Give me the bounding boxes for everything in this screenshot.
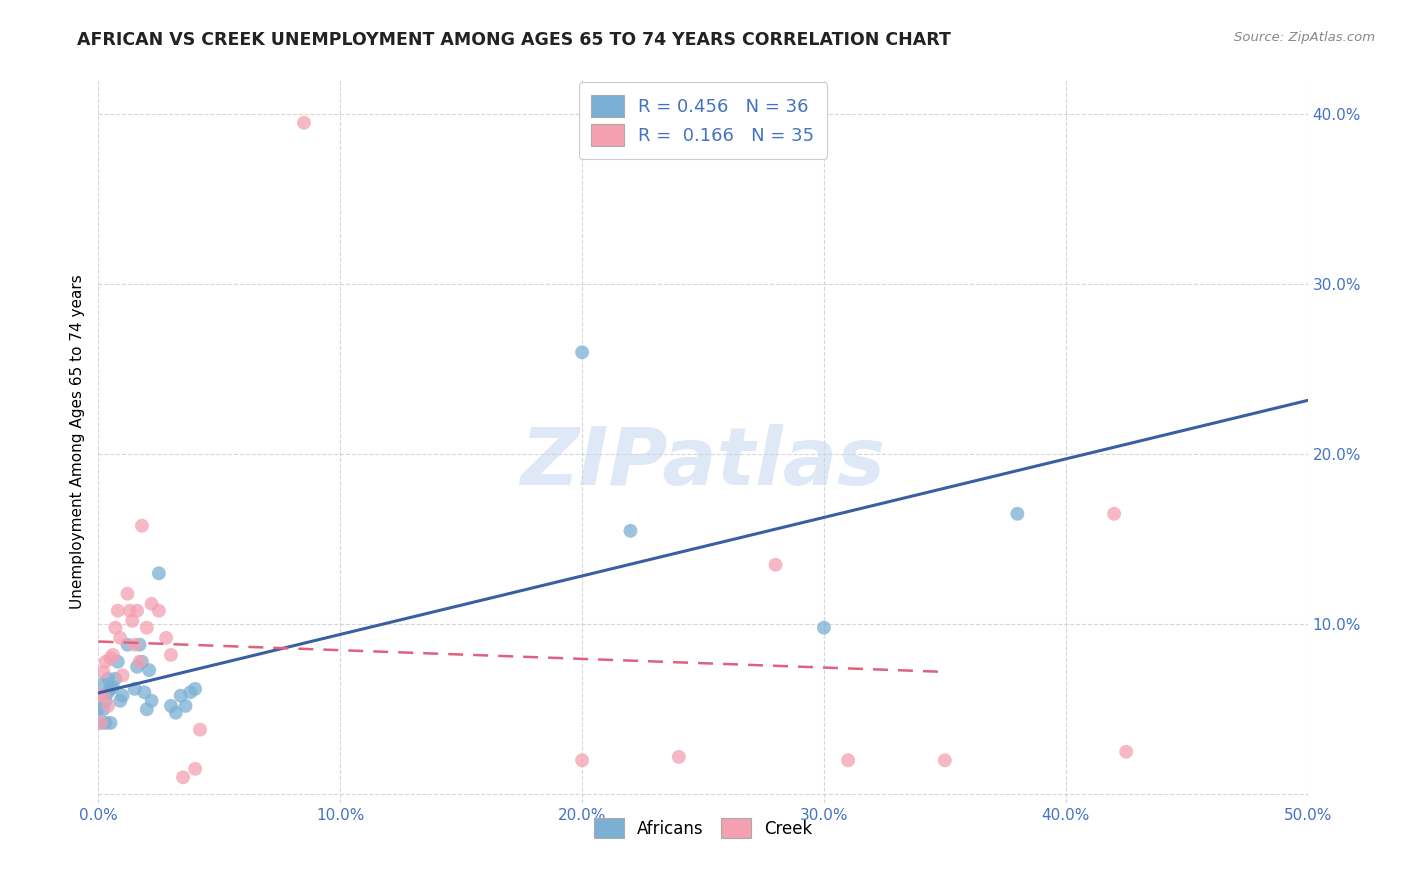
Point: [90, 715, 112, 730]
Point: [184, 762, 207, 776]
Point: [1102, 507, 1125, 521]
Point: [104, 621, 127, 635]
Point: [91, 665, 114, 679]
Point: [128, 655, 150, 669]
Point: [104, 672, 127, 686]
Point: [118, 604, 141, 618]
Point: [141, 597, 163, 611]
Point: [124, 638, 146, 652]
Point: [571, 345, 593, 359]
Text: AFRICAN VS CREEK UNEMPLOYMENT AMONG AGES 65 TO 74 YEARS CORRELATION CHART: AFRICAN VS CREEK UNEMPLOYMENT AMONG AGES…: [77, 31, 952, 49]
Point: [90, 689, 112, 703]
Text: Source: ZipAtlas.com: Source: ZipAtlas.com: [1234, 31, 1375, 45]
Point: [165, 706, 187, 720]
Point: [619, 524, 641, 538]
Point: [1115, 745, 1137, 759]
Point: [135, 621, 157, 635]
Y-axis label: Unemployment Among Ages 65 to 74 years: Unemployment Among Ages 65 to 74 years: [69, 274, 84, 609]
Point: [179, 685, 201, 699]
Point: [155, 631, 177, 645]
Point: [138, 663, 160, 677]
Point: [117, 587, 139, 601]
Point: [97, 698, 120, 713]
Point: [141, 694, 163, 708]
Point: [121, 614, 143, 628]
Point: [107, 604, 129, 618]
Point: [837, 753, 859, 767]
Point: [100, 681, 122, 696]
Legend: Africans, Creek: Africans, Creek: [588, 812, 818, 845]
Point: [100, 651, 122, 665]
Point: [571, 753, 593, 767]
Point: [94, 694, 117, 708]
Point: [134, 685, 156, 699]
Point: [148, 566, 170, 581]
Point: [90, 715, 112, 730]
Point: [124, 681, 146, 696]
Point: [87, 702, 110, 716]
Point: [97, 672, 120, 686]
Point: [160, 698, 183, 713]
Point: [813, 621, 835, 635]
Point: [94, 715, 117, 730]
Point: [668, 750, 690, 764]
Point: [107, 655, 129, 669]
Point: [101, 680, 124, 694]
Point: [91, 689, 114, 703]
Point: [108, 694, 131, 708]
Point: [128, 638, 150, 652]
Point: [148, 604, 170, 618]
Point: [87, 689, 110, 703]
Point: [111, 668, 134, 682]
Point: [160, 648, 183, 662]
Point: [111, 689, 134, 703]
Point: [127, 604, 149, 618]
Point: [97, 685, 120, 699]
Point: [108, 631, 131, 645]
Point: [100, 715, 122, 730]
Point: [94, 655, 117, 669]
Point: [292, 116, 315, 130]
Point: [101, 648, 124, 662]
Point: [91, 702, 114, 716]
Point: [169, 689, 191, 703]
Point: [131, 655, 153, 669]
Point: [765, 558, 787, 572]
Point: [184, 681, 207, 696]
Point: [131, 518, 153, 533]
Text: ZIPatlas: ZIPatlas: [520, 425, 886, 502]
Point: [174, 698, 197, 713]
Point: [91, 677, 114, 691]
Point: [934, 753, 956, 767]
Point: [117, 638, 139, 652]
Point: [172, 770, 194, 784]
Point: [188, 723, 211, 737]
Point: [1007, 507, 1029, 521]
Point: [135, 702, 157, 716]
Point: [127, 660, 149, 674]
